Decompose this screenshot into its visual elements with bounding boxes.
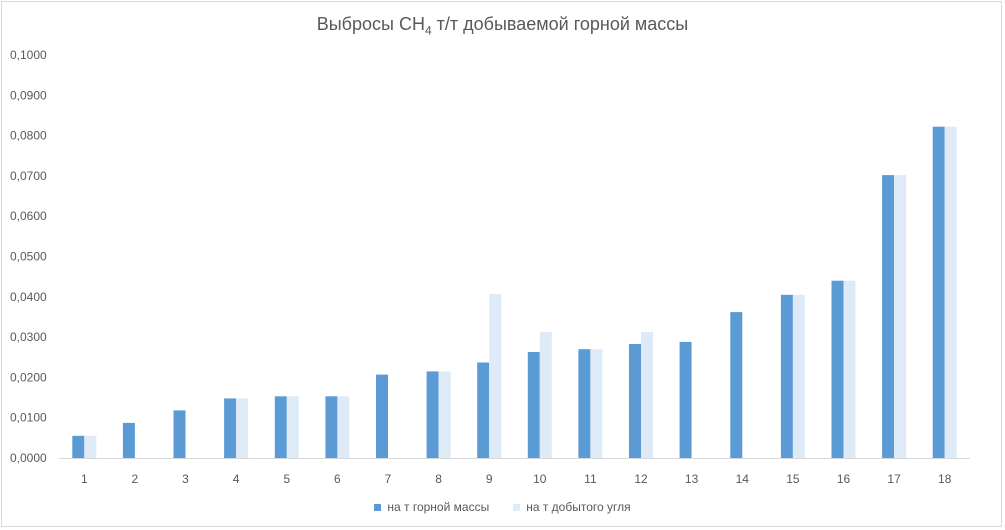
bar-series-1-cat-2 — [122, 422, 135, 458]
bar-series-2-cat-15 — [792, 294, 805, 458]
x-tick-label: 13 — [685, 472, 699, 486]
legend-label-series-1: на т горной массы — [387, 500, 490, 514]
bar-series-2-cat-10 — [539, 331, 552, 458]
bar-series-1-cat-1 — [72, 435, 85, 458]
legend: на т горной массы на т добытого угля — [0, 500, 1005, 514]
y-tick-label: 0,0700 — [10, 169, 47, 183]
bar-series-2-cat-5 — [286, 396, 299, 458]
bar-series-1-cat-6 — [325, 396, 338, 458]
x-tick-label: 11 — [584, 472, 597, 486]
bar-series-1-cat-13 — [679, 341, 692, 458]
bar-series-2-cat-17 — [894, 175, 907, 458]
y-tick-label: 0,1000 — [10, 48, 47, 62]
x-tick-label: 1 — [81, 472, 88, 486]
bar-series-1-cat-3 — [173, 410, 186, 458]
bar-series-1-cat-15 — [780, 294, 793, 458]
x-tick-label: 6 — [334, 472, 341, 486]
bar-series-2-cat-16 — [843, 280, 856, 458]
bar-series-2-cat-11 — [590, 349, 603, 458]
x-tick-label: 8 — [435, 472, 442, 486]
x-tick-label: 17 — [887, 472, 901, 486]
bar-series-1-cat-11 — [578, 349, 591, 458]
y-tick-label: 0,0400 — [10, 290, 47, 304]
bar-series-1-cat-9 — [477, 362, 490, 458]
x-tick-label: 15 — [786, 472, 800, 486]
x-tick-label: 3 — [182, 472, 189, 486]
x-tick-label: 7 — [385, 472, 392, 486]
x-tick-label: 4 — [233, 472, 240, 486]
y-tick-label: 0,0200 — [10, 370, 47, 384]
bar-series-1-cat-4 — [224, 398, 237, 458]
bar-series-2-cat-8 — [438, 371, 451, 458]
bar-series-2-cat-12 — [641, 331, 653, 458]
y-tick-label: 0,0800 — [10, 129, 47, 143]
legend-swatch-series-2 — [513, 503, 521, 511]
bar-series-1-cat-17 — [882, 175, 895, 458]
bar-series-1-cat-14 — [730, 312, 743, 458]
chart-title: Выбросы CH4 т/т добываемой горной массы — [316, 14, 689, 38]
legend-label-series-2: на т добытого угля — [526, 500, 631, 514]
bar-series-1-cat-18 — [932, 126, 945, 458]
legend-swatch-series-1 — [374, 503, 382, 511]
y-tick-label: 0,0900 — [10, 88, 47, 102]
bar-series-2-cat-1 — [84, 435, 97, 458]
bar-series-1-cat-12 — [629, 344, 641, 458]
bar-series-2-cat-18 — [944, 126, 957, 458]
bar-series-1-cat-10 — [527, 352, 540, 458]
bar-series-1-cat-7 — [376, 374, 388, 458]
x-tick-label: 5 — [283, 472, 290, 486]
bar-series-1-cat-8 — [426, 371, 439, 458]
bar-series-2-cat-4 — [236, 398, 249, 458]
y-tick-label: 0,0500 — [10, 250, 47, 264]
y-tick-label: 0,0000 — [10, 451, 47, 465]
bar-series-2-cat-9 — [489, 294, 502, 458]
y-tick-label: 0,0100 — [10, 411, 47, 425]
legend-item-series-2: на т добытого угля — [513, 500, 631, 514]
x-tick-label: 14 — [736, 472, 750, 486]
x-tick-label: 12 — [634, 472, 648, 486]
x-tick-label: 9 — [486, 472, 493, 486]
x-tick-label: 18 — [938, 472, 952, 486]
x-tick-label: 10 — [533, 472, 547, 486]
x-tick-label: 2 — [132, 472, 139, 486]
y-tick-label: 0,0600 — [10, 209, 47, 223]
bar-series-2-cat-6 — [337, 396, 350, 458]
y-tick-label: 0,0300 — [10, 330, 47, 344]
bar-series-1-cat-5 — [274, 396, 287, 458]
legend-item-series-1: на т горной массы — [374, 500, 489, 514]
bar-series-1-cat-16 — [831, 280, 844, 458]
x-tick-label: 16 — [837, 472, 851, 486]
